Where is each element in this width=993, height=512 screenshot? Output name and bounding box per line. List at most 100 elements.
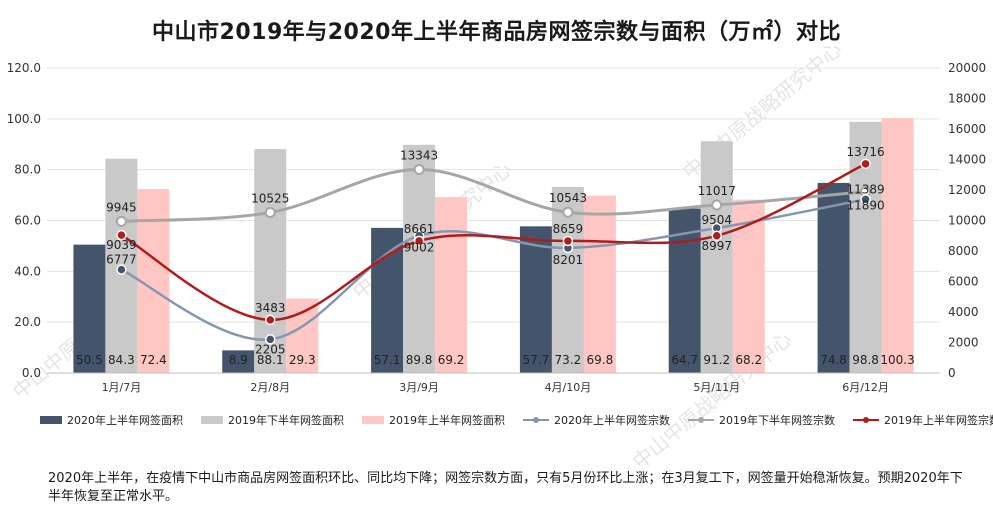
legend-swatch [201,416,223,424]
legend-label: 2019年下半年网签宗数 [719,414,835,427]
bar-value-label: 88.1 [257,353,284,367]
bar-value-label: 69.2 [438,353,465,367]
line-value-label: 2205 [255,342,286,356]
line-marker [265,314,276,326]
y-right-tick-label: 6000 [948,275,979,289]
y-left-tick-label: 20.0 [14,315,41,329]
bar-value-label: 74.8 [820,353,847,367]
line-value-label: 6777 [106,253,137,267]
bar-value-label: 89.8 [406,353,433,367]
data-labels: 50.5 8.9 57.1 57.7 64.7 74.8 84.3 88.1 89.8 73.2 9… [76,145,915,367]
y-left-tick-label: 100.0 [7,112,41,126]
bar-value-label: 57.7 [523,353,550,367]
bar [583,195,616,373]
bar-value-label: 50.5 [76,353,103,367]
line-marker [413,235,425,247]
bar-value-label: 91.2 [703,353,730,367]
x-tick-label: 6月/12月 [842,381,889,394]
lines [115,158,872,345]
bar-value-label: 8.9 [229,353,248,367]
legend: 2020年上半年网签面积 2019年下半年网签面积 2019年上半年网签面积 2020… [40,412,993,428]
bar-value-label: 57.1 [374,353,401,367]
line-marker [115,215,127,227]
bar-value-label: 29.3 [289,353,316,367]
legend-label: 2020年上半年网签宗数 [554,414,670,427]
legend-label: 2019年下半年网签面积 [228,414,344,427]
line-value-label: 8659 [553,222,584,236]
bar-value-label: 73.2 [555,353,582,367]
chart-title: 中山市2019年与2020年上半年商品房网签宗数与面积（万㎡）对比 [152,20,841,45]
line-marker [116,229,127,241]
line-value-label: 3483 [255,301,286,315]
line-marker [711,230,722,242]
legend-label: 2020年上半年网签面积 [67,414,183,427]
line-value-label: 11017 [698,184,736,198]
line-value-label: 13716 [846,145,884,159]
y-right-tick-label: 12000 [948,183,986,197]
legend-line-marker [523,415,549,425]
y-right-tick-label: 10000 [948,214,986,228]
footnote: 2020年上半年，在疫情下中山市商品房网签面积环比、同比均下降；网签宗数方面，只… [48,471,963,504]
line-marker [116,264,127,275]
legend-item: 2019年上半年网签宗数 [853,412,993,428]
y-left-tick-label: 80.0 [14,163,41,177]
y-left-tick-label: 120.0 [7,61,41,75]
y-right-tick-label: 2000 [948,336,979,350]
line-value-label: 9504 [701,213,732,227]
bar-value-label: 84.3 [108,353,135,367]
line-value-label: 10525 [251,191,289,205]
x-tick-label: 2月/8月 [250,381,290,394]
line-marker [562,206,574,218]
line-marker [711,199,723,211]
y-left-tick-label: 0.0 [22,366,41,380]
bar [519,226,552,373]
legend-swatch [362,416,384,424]
legend-item: 2019年上半年网签面积 [362,412,505,428]
y-left-tick-label: 60.0 [14,214,41,228]
line-value-label: 10543 [549,191,587,205]
series-line [120,198,866,341]
legend-item: 2020年上半年网签面积 [40,412,183,428]
line-value-label: 9039 [106,238,137,252]
y-right-tick-label: 4000 [948,305,979,319]
bar [435,197,468,373]
line-value-label: 9002 [404,241,435,255]
y-right-tick-label: 14000 [948,153,986,167]
x-tick-label: 5月/11月 [693,381,740,394]
bar [222,350,255,373]
line-value-label: 8201 [553,253,584,267]
legend-label: 2019年上半年网签宗数 [884,414,993,427]
bar-value-label: 64.7 [671,353,698,367]
x-tick-label: 1月/7月 [102,381,142,394]
line-value-label: 11890 [846,199,884,213]
line-value-label: 11389 [846,182,884,196]
legend-line-marker [853,415,879,425]
y-right-tick-label: 20000 [948,61,986,75]
y-right-tick-label: 18000 [948,92,986,106]
x-tick-label: 3月/9月 [399,381,439,394]
line-marker [860,194,871,205]
line-marker [413,164,425,176]
line-value-label: 8661 [404,222,435,236]
bar [817,182,850,373]
legend-swatch [40,416,62,424]
bar-value-label: 68.2 [735,353,762,367]
series-line [120,162,867,322]
line-marker [265,334,276,345]
bar-value-label: 100.3 [880,353,914,367]
y-left-tick-label: 40.0 [14,264,41,278]
y-right-tick-label: 16000 [948,122,986,136]
series-line [121,168,866,223]
line-marker [860,158,871,170]
bar [881,118,914,373]
x-tick-label: 4月/10月 [545,381,592,394]
y-right-tick-label: 8000 [948,244,979,258]
bar-value-label: 69.8 [587,353,614,367]
line-value-label: 9945 [106,200,137,214]
line-marker [264,206,276,218]
bars [73,118,914,373]
line-value-label: 8997 [701,239,732,253]
legend-label: 2019年上半年网签面积 [389,414,505,427]
bar-value-label: 72.4 [140,353,167,367]
